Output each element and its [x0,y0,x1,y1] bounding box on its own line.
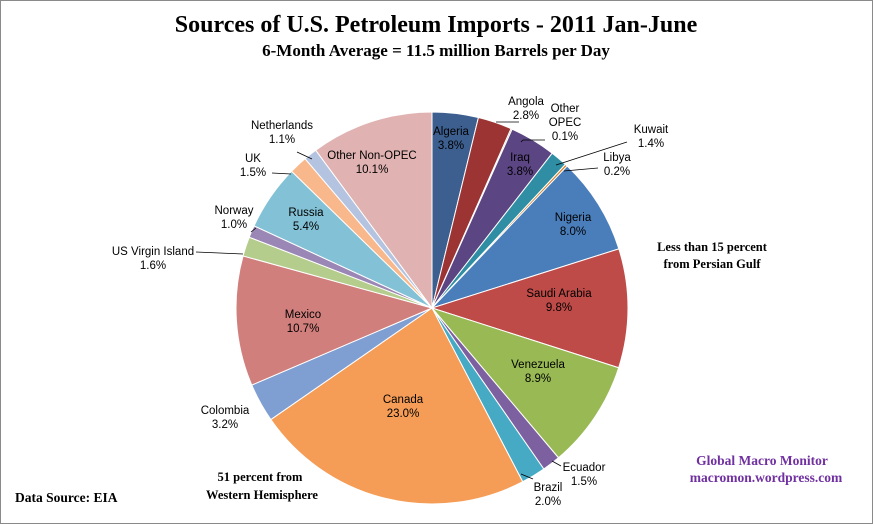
leader-lines [195,121,628,480]
slice-name-us-virgin-island: US Virgin Island [112,246,194,258]
slice-label-nigeria: Nigeria 8.0% [555,212,592,238]
slice-label-other-non-opec: Other Non-OPEC 10.1% [327,150,416,176]
slice-name-other-opec: OPEC [549,117,582,129]
slice-name-iraq: Iraq [510,152,530,164]
leader-line-libya [563,167,599,172]
leader-line-kuwait [555,141,628,166]
slice-value-angola: 2.8% [513,110,539,122]
slice-label-venezuela: Venezuela 8.9% [511,359,565,385]
slice-label-uk: UK 1.5% [240,153,266,179]
slice-value-us-virgin-island: 1.6% [140,260,166,272]
slice-venezuela [430,306,620,459]
slice-label-russia: Russia 5.4% [288,207,324,233]
leader-line-netherlands [296,151,313,160]
leader-line-norway [250,227,257,233]
slice-value-iraq: 3.8% [507,166,533,178]
slice-value-norway: 1.0% [221,219,247,231]
leader-line-uk [271,172,292,175]
slice-value-canada: 23.0% [387,408,420,420]
slice-label-saudi-arabia: Saudi Arabia 9.8% [526,288,592,314]
slice-name-libya: Libya [603,152,631,164]
slice-value-uk: 1.5% [240,167,266,179]
persian-gulf-note-line2: from Persian Gulf [664,257,762,271]
slice-name-russia: Russia [288,207,324,219]
slice-value-other-non-opec: 10.1% [356,164,389,176]
slice-value-ecuador: 1.5% [571,476,597,488]
pie-slices [235,111,629,505]
slice-value-mexico: 10.7% [287,323,320,335]
slice-label-netherlands: Netherlands 1.1% [251,120,313,146]
slice-value-brazil: 2.0% [535,496,561,508]
slice-mexico [235,255,434,386]
leader-line-other-opec [520,139,545,143]
slice-name-algeria: Algeria [433,126,469,138]
slice-name-colombia: Colombia [201,405,250,417]
slice-canada [270,307,524,505]
slice-name-brazil: Brazil [534,482,563,494]
credit-url: macromon.wordpress.com [690,470,843,485]
slice-labels: Algeria 3.8% Angola 2.8% Other OPEC 0.1% Iraq 3.… [112,96,669,508]
slice-label-libya: Libya 0.2% [603,152,631,178]
persian-gulf-note-line1: Less than 15 percent [657,240,768,254]
slice-name-mexico: Mexico [285,309,321,321]
slice-value-colombia: 3.2% [212,419,238,431]
slice-name-venezuela: Venezuela [511,359,565,371]
slice-name-netherlands: Netherlands [251,120,313,132]
slice-name-angola: Angola [508,96,544,108]
western-hemisphere-note-line2: Western Hemisphere [206,488,318,502]
slice-name-kuwait: Kuwait [634,124,669,136]
leader-line-brazil [520,473,534,480]
slice-label-canada: Canada 23.0% [383,394,424,420]
slice-label-angola: Angola 2.8% [508,96,544,122]
slice-name-other-non-opec: Other Non-OPEC [327,150,416,162]
leader-line-us-virgin-island [195,251,244,255]
slice-value-saudi-arabia: 9.8% [546,302,572,314]
slice-name-nigeria: Nigeria [555,212,592,224]
slice-name-canada: Canada [383,394,424,406]
chart-subtitle: 6-Month Average = 11.5 million Barrels p… [262,41,610,60]
chart-title: Sources of U.S. Petroleum Imports - 2011… [175,12,698,38]
slice-label-ecuador: Ecuador 1.5% [563,462,606,488]
data-source-label: Data Source: EIA [15,490,118,505]
slice-label-other-opec: Other OPEC 0.1% [549,103,582,143]
slice-label-mexico: Mexico 10.7% [285,309,321,335]
slice-label-iraq: Iraq 3.8% [507,152,533,178]
slice-value-other-opec: 0.1% [552,131,578,143]
slice-label-brazil: Brazil 2.0% [534,482,563,508]
slice-value-libya: 0.2% [604,166,630,178]
slice-value-algeria: 3.8% [438,140,464,152]
slice-value-netherlands: 1.1% [269,134,295,146]
slice-name-norway: Norway [215,205,254,217]
slice-name-uk: UK [245,153,261,165]
slice-value-russia: 5.4% [293,221,319,233]
slice-name-ecuador: Ecuador [563,462,606,474]
slice-label-colombia: Colombia 3.2% [201,405,250,431]
slice-other-non-opec [315,111,433,310]
slice-value-venezuela: 8.9% [525,373,551,385]
slice-label-norway: Norway 1.0% [215,205,254,231]
slice-label-kuwait: Kuwait 1.4% [634,124,669,150]
slice-value-kuwait: 1.4% [638,138,664,150]
slice-label-us-virgin-island: US Virgin Island 1.6% [112,246,194,272]
slice-name-other-opec: Other [551,103,580,115]
western-hemisphere-note-line1: 51 percent from [218,470,304,484]
credit-name: Global Macro Monitor [696,453,828,468]
leader-line-ecuador [551,460,562,467]
slice-name-saudi-arabia: Saudi Arabia [526,288,592,300]
slice-nigeria [431,165,620,309]
slice-label-algeria: Algeria 3.8% [433,126,469,152]
slice-saudi-arabia [430,248,629,369]
slice-value-nigeria: 8.0% [560,226,586,238]
